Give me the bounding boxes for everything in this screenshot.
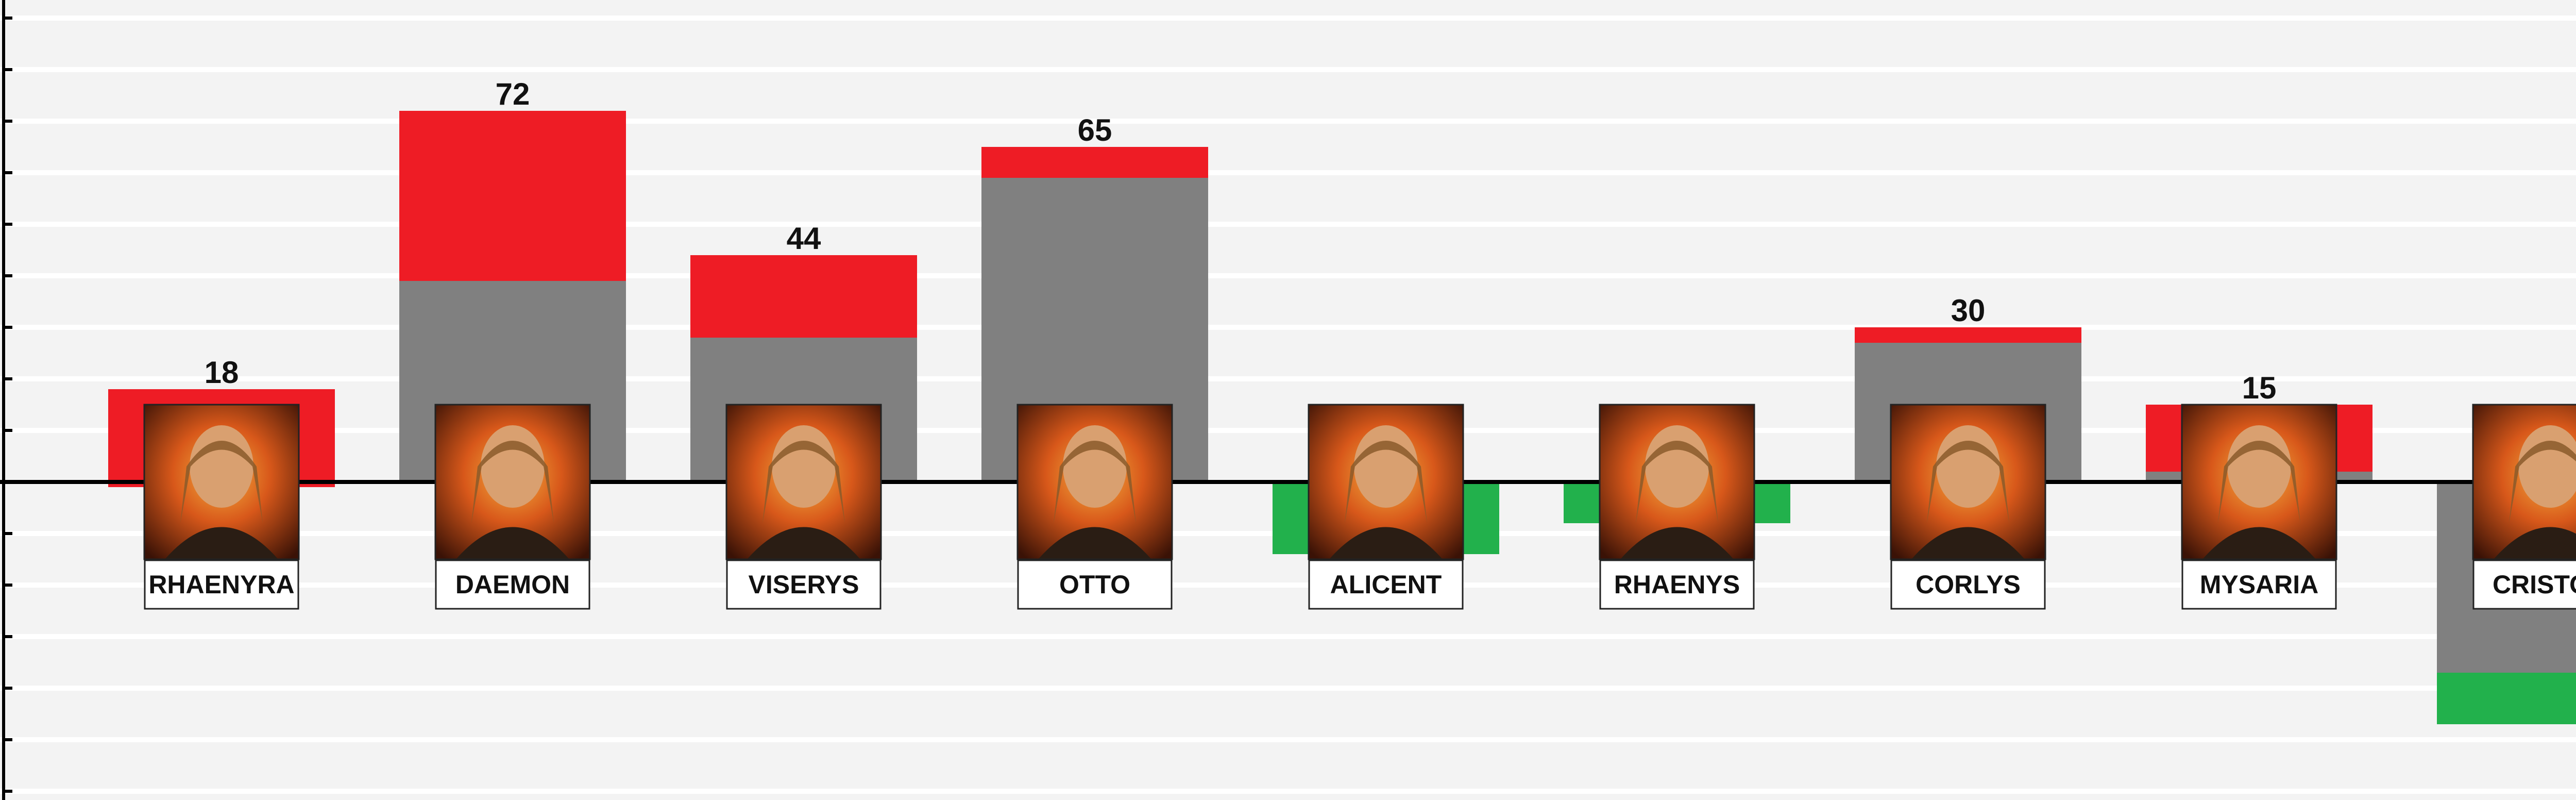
portrait-frame bbox=[2181, 404, 2337, 560]
portrait-face bbox=[190, 425, 253, 508]
portrait-frame bbox=[2472, 404, 2576, 560]
category-label: OTTO bbox=[1059, 570, 1130, 599]
portrait-frame bbox=[434, 404, 591, 560]
data-label: 18 bbox=[205, 355, 239, 390]
category-label-box bbox=[144, 559, 299, 610]
portrait-frame bbox=[1890, 404, 2046, 560]
portrait-shoulders bbox=[1911, 527, 2025, 559]
portrait-frame bbox=[1599, 404, 1755, 560]
portrait-hair bbox=[2509, 441, 2576, 523]
category-label: VISERYS bbox=[749, 570, 859, 599]
portrait-shoulders bbox=[2202, 527, 2316, 559]
category-label: DAEMON bbox=[455, 570, 570, 599]
data-label: 72 bbox=[496, 77, 530, 111]
portrait-shoulders bbox=[165, 527, 278, 559]
category-labels: RHAENYRA DAEMON VISERYS OTTO ALICENT RHAENYS C… bbox=[144, 559, 2576, 610]
data-label: 44 bbox=[787, 221, 821, 256]
portrait-face bbox=[481, 425, 545, 508]
portrait-face bbox=[1936, 425, 2000, 508]
category-label: ALICENT bbox=[1330, 570, 1442, 599]
portrait-shoulders bbox=[2494, 527, 2576, 559]
category-label-box bbox=[726, 559, 882, 610]
character-portrait bbox=[434, 404, 591, 560]
category-label: CRISTON bbox=[2493, 570, 2576, 599]
increase-bar bbox=[399, 111, 626, 281]
category-label-box bbox=[1308, 559, 1464, 610]
portrait-face bbox=[1354, 425, 1418, 508]
portrait-frame bbox=[1308, 404, 1464, 560]
character-portrait bbox=[143, 404, 300, 560]
data-label: 30 bbox=[1951, 293, 1986, 328]
portrait-shoulders bbox=[747, 527, 860, 559]
decrease-bar bbox=[2437, 673, 2576, 724]
portrait-frame bbox=[143, 404, 300, 560]
character-portrait bbox=[725, 404, 882, 560]
increase-bar bbox=[981, 147, 1208, 178]
category-label-box bbox=[1017, 559, 1173, 610]
category-label-box bbox=[1599, 559, 1755, 610]
portraits bbox=[143, 404, 2576, 560]
portrait-face bbox=[772, 425, 836, 508]
portrait-shoulders bbox=[1329, 527, 1443, 559]
character-portrait bbox=[1308, 404, 1464, 560]
character-portrait bbox=[1890, 404, 2046, 560]
character-portrait bbox=[2181, 404, 2337, 560]
portrait-shoulders bbox=[1620, 527, 1734, 559]
portrait-face bbox=[1063, 425, 1127, 508]
character-portrait bbox=[2472, 404, 2576, 560]
category-label-box bbox=[2472, 559, 2576, 610]
portrait-frame bbox=[1016, 404, 1173, 560]
category-label: RHAENYS bbox=[1614, 570, 1740, 599]
category-label: RHAENYRA bbox=[148, 570, 294, 599]
category-label: CORLYS bbox=[1916, 570, 2021, 599]
increase-bar bbox=[690, 255, 917, 338]
increase-bar bbox=[1855, 327, 2081, 343]
portrait-frame bbox=[725, 404, 882, 560]
portrait-shoulders bbox=[1038, 527, 1151, 559]
portrait-shoulders bbox=[456, 527, 569, 559]
category-label: MYSARIA bbox=[2200, 570, 2319, 599]
character-portrait bbox=[1016, 404, 1173, 560]
data-label: 15 bbox=[2242, 371, 2277, 405]
category-label-box bbox=[2181, 559, 2337, 610]
category-label-box bbox=[1890, 559, 2046, 610]
portrait-face bbox=[2227, 425, 2291, 508]
portrait-face bbox=[1645, 425, 1709, 508]
data-label: 65 bbox=[1078, 113, 1112, 147]
category-label-box bbox=[435, 559, 590, 610]
character-portrait bbox=[1599, 404, 1755, 560]
